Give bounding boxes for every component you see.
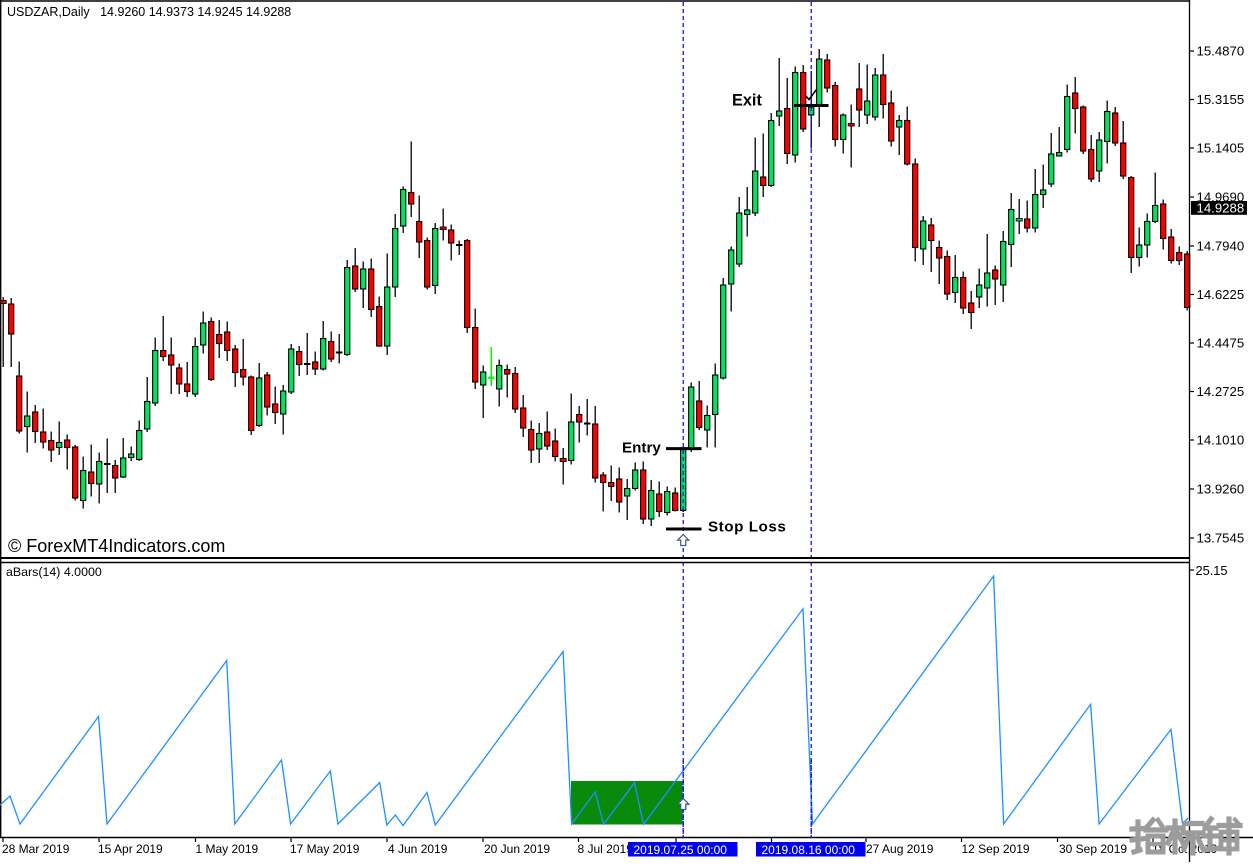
svg-text:15 Apr 2019: 15 Apr 2019 [98,842,163,856]
svg-text:28 Mar 2019: 28 Mar 2019 [2,842,70,856]
svg-text:14.4475: 14.4475 [1197,336,1245,351]
svg-text:25.15: 25.15 [1196,563,1228,578]
svg-text:30 Sep 2019: 30 Sep 2019 [1059,842,1127,856]
svg-text:Exit: Exit [732,92,762,110]
svg-text:Stop Loss: Stop Loss [708,519,786,536]
svg-text:© ForexMT4Indicators.com: © ForexMT4Indicators.com [8,536,225,556]
svg-text:14.1010: 14.1010 [1197,433,1245,448]
svg-text:12 Sep 2019: 12 Sep 2019 [962,842,1030,856]
svg-text:15.1405: 15.1405 [1197,141,1245,156]
svg-text:Entry: Entry [622,440,661,457]
svg-text:17 May 2019: 17 May 2019 [290,842,360,856]
svg-text:15.4870: 15.4870 [1197,44,1245,59]
svg-text:14.6225: 14.6225 [1197,287,1245,302]
svg-text:2019.07.25 00:00: 2019.07.25 00:00 [634,843,728,857]
svg-text:8 Jul 2019: 8 Jul 2019 [578,842,634,856]
svg-text:20 Jun 2019: 20 Jun 2019 [484,842,550,856]
svg-text:14.9288: 14.9288 [1197,201,1245,216]
svg-text:USDZAR,Daily 14.9260 14.9373: USDZAR,Daily 14.9260 14.9373 14.9245 14.… [7,5,291,19]
svg-text:13.7545: 13.7545 [1197,531,1245,546]
svg-text:2019.08.16 00:00: 2019.08.16 00:00 [762,843,856,857]
svg-text:aBars(14) 4.0000: aBars(14) 4.0000 [6,565,102,579]
svg-text:15.3155: 15.3155 [1197,92,1245,107]
svg-text:13.9260: 13.9260 [1197,482,1245,497]
svg-text:27 Aug 2019: 27 Aug 2019 [866,842,934,856]
svg-text:1 May 2019: 1 May 2019 [196,842,259,856]
svg-text:14.7940: 14.7940 [1197,239,1245,254]
svg-text:14.9690: 14.9690 [1197,190,1245,205]
svg-text:4 Jun 2019: 4 Jun 2019 [388,842,448,856]
svg-text:14.2725: 14.2725 [1197,384,1245,399]
